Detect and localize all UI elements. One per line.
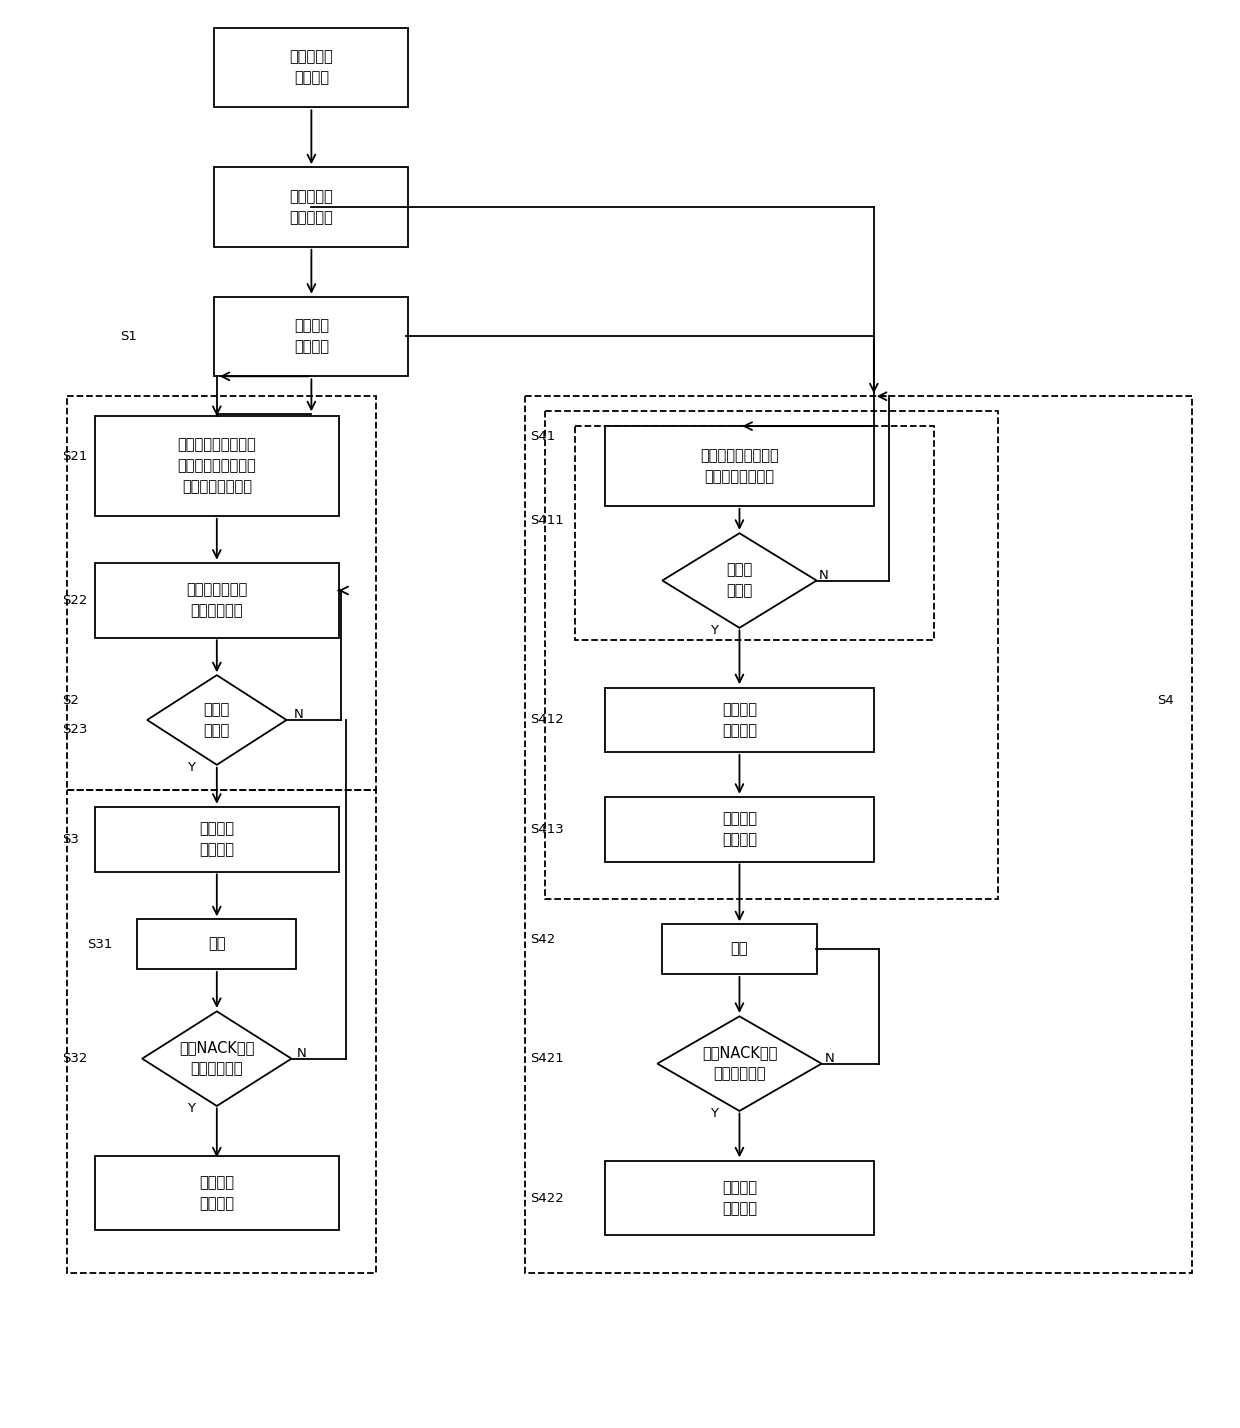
- Text: N: N: [820, 568, 828, 583]
- Text: 航天器接收评估信号
码片，并获取峰值: 航天器接收评估信号 码片，并获取峰值: [701, 448, 779, 484]
- Bar: [95, 807, 339, 873]
- Text: Y: Y: [709, 624, 718, 637]
- Text: 评估信号
码片分类: 评估信号 码片分类: [722, 703, 756, 738]
- Polygon shape: [662, 533, 817, 628]
- Text: S422: S422: [531, 1191, 564, 1205]
- Bar: [526, 396, 1193, 1272]
- Text: 航天器布置
通信天线: 航天器布置 通信天线: [289, 50, 334, 86]
- Text: 校验: 校验: [730, 941, 748, 957]
- Polygon shape: [148, 675, 286, 765]
- Bar: [138, 920, 296, 970]
- Bar: [95, 416, 339, 516]
- Text: S22: S22: [62, 594, 88, 607]
- Text: Y: Y: [187, 761, 195, 774]
- Text: 第一NACK信号
次数小于门限: 第一NACK信号 次数小于门限: [179, 1041, 254, 1077]
- Bar: [605, 1161, 874, 1235]
- Text: S1: S1: [120, 330, 138, 343]
- Text: 向目标设备
分配扩频码: 向目标设备 分配扩频码: [289, 188, 334, 226]
- Bar: [215, 27, 408, 107]
- Text: 第二NACK信号
次数小于门限: 第二NACK信号 次数小于门限: [702, 1045, 777, 1081]
- Bar: [215, 167, 408, 247]
- Text: 目标设备接收前向信
号码片，并获取第一
个大于门限的峰值: 目标设备接收前向信 号码片，并获取第一 个大于门限的峰值: [177, 437, 257, 494]
- Polygon shape: [143, 1011, 291, 1105]
- Bar: [605, 426, 874, 506]
- Bar: [605, 688, 874, 753]
- Text: S41: S41: [531, 430, 556, 443]
- Text: S31: S31: [87, 938, 113, 951]
- Text: S413: S413: [531, 823, 564, 835]
- Bar: [67, 790, 376, 1272]
- Bar: [662, 924, 817, 974]
- Text: 返向链路
保持连通: 返向链路 保持连通: [722, 1180, 756, 1217]
- Bar: [575, 426, 934, 640]
- Text: 获取相邻前向信
号码片的峰值: 获取相邻前向信 号码片的峰值: [186, 583, 248, 618]
- Text: 校验: 校验: [208, 937, 226, 951]
- Text: N: N: [825, 1052, 835, 1065]
- Text: N: N: [296, 1047, 306, 1060]
- Text: S32: S32: [62, 1052, 88, 1065]
- Bar: [95, 1155, 339, 1231]
- Text: 前向信号
码片合并: 前向信号 码片合并: [200, 821, 234, 857]
- Text: 前向链路
保持连通: 前向链路 保持连通: [200, 1175, 234, 1211]
- Text: Y: Y: [709, 1107, 718, 1120]
- Polygon shape: [657, 1017, 822, 1111]
- Bar: [605, 797, 874, 863]
- Bar: [67, 396, 376, 790]
- Text: S411: S411: [531, 514, 564, 527]
- Text: S42: S42: [531, 932, 556, 945]
- Text: S3: S3: [62, 833, 79, 845]
- Text: 评估信号
码片合并: 评估信号 码片合并: [722, 811, 756, 848]
- Bar: [546, 411, 998, 900]
- Text: S23: S23: [62, 724, 88, 737]
- Text: 峰值大
于门限: 峰值大 于门限: [727, 563, 753, 598]
- Text: Y: Y: [187, 1102, 195, 1115]
- Text: 峰值大
于门限: 峰值大 于门限: [203, 703, 229, 738]
- Text: S21: S21: [62, 450, 88, 463]
- Text: S412: S412: [531, 714, 564, 727]
- Bar: [95, 563, 339, 638]
- Text: S2: S2: [62, 694, 79, 707]
- Text: N: N: [294, 708, 304, 721]
- Text: S4: S4: [1158, 694, 1174, 707]
- Text: S421: S421: [531, 1052, 564, 1065]
- Text: 发送前向
信号码片: 发送前向 信号码片: [294, 318, 329, 354]
- Bar: [215, 297, 408, 377]
